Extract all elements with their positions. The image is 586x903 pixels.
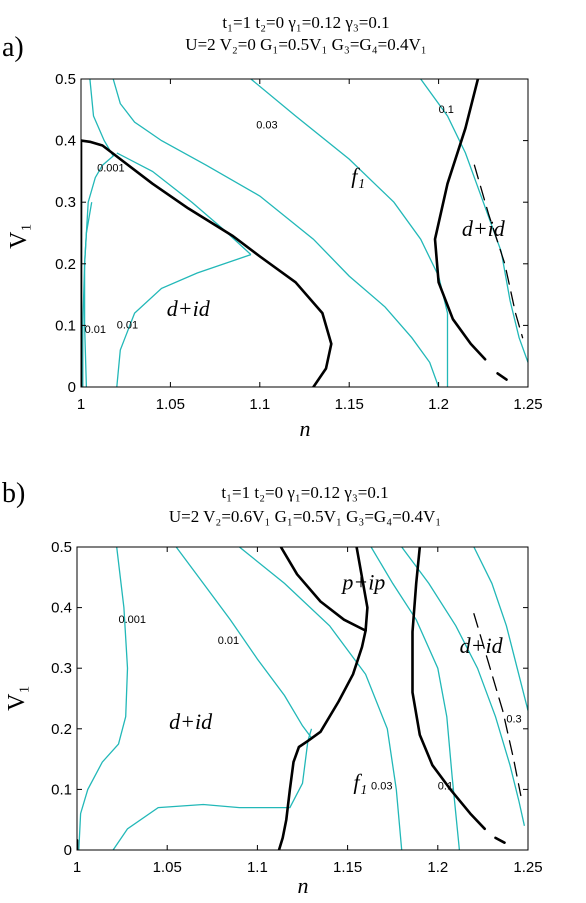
- contour-label: 0.01: [218, 635, 239, 647]
- contour-label: 0.03: [256, 119, 277, 131]
- x-axis-label: n: [300, 416, 311, 441]
- params-line-1: t₁=1 t₂=0 γ₁=0.12 γ₃=0.1: [222, 13, 389, 32]
- region-label: d+id: [169, 709, 213, 734]
- contour-label: 0.01: [117, 319, 138, 331]
- panel-label: b): [2, 478, 25, 509]
- x-tick-label: 1: [77, 396, 85, 413]
- panel-a: a) t₁=1 t₂=0 γ₁=0.12 γ₃=0.1 U=2 V₂=0 G₁=…: [2, 13, 543, 441]
- phase-boundary: [277, 547, 369, 850]
- region-label: d+id: [462, 216, 506, 241]
- y-tick-label: 0.2: [55, 256, 76, 273]
- y-axis-label: V₁: [6, 223, 32, 249]
- x-tick-label: 1.2: [428, 396, 449, 413]
- x-tick-label: 1.1: [247, 859, 268, 876]
- region-label: d+id: [460, 633, 504, 658]
- phase-boundary: [411, 547, 486, 831]
- plot-area: 0.001 0.01 0.03 0.1 0.3 p+ip d+id f₁ d+id 1 1.05 1.…: [51, 539, 542, 876]
- panel-b: b) t₁=1 t₂=0 γ₁=0.12 γ₃=0.1 U=2 V₂=0.6V₁…: [2, 478, 543, 898]
- phase-boundary: [279, 547, 367, 632]
- phase-boundary: [494, 836, 506, 844]
- contour-line: [116, 152, 252, 256]
- y-tick-label: 0.4: [55, 133, 76, 150]
- x-tick-label: 1.1: [249, 396, 270, 413]
- x-tick-label: 1: [73, 859, 81, 876]
- contour-line: [112, 728, 313, 850]
- contour-line: [116, 253, 252, 387]
- plot-content: [77, 547, 528, 850]
- y-tick-label: 0.1: [51, 781, 72, 798]
- y-tick-label: 0.5: [51, 539, 72, 556]
- plot-frame: [76, 546, 529, 851]
- contour-label: 0.01: [85, 324, 106, 336]
- params-line-2: U=2 V₂=0.6V₁ G₁=0.5V₁ G₃=G₄=0.4V₁: [169, 507, 441, 526]
- plot-frame: [80, 78, 529, 388]
- contour-line: [473, 547, 528, 711]
- contour-line: [83, 79, 115, 387]
- y-tick-label: 0: [64, 842, 72, 859]
- x-tick-label: 1.15: [333, 859, 362, 876]
- region-label: p+ip: [340, 569, 385, 594]
- y-tick-label: 0.5: [55, 71, 76, 88]
- x-axis-label: n: [298, 873, 309, 898]
- phase-boundary: [81, 139, 333, 387]
- y-tick-label: 0.2: [51, 721, 72, 738]
- panel-label: a): [2, 32, 24, 63]
- region-label: f₁: [353, 769, 367, 794]
- contour-line: [370, 547, 461, 850]
- contour-label: 0.03: [371, 780, 392, 792]
- plot-content: [81, 79, 528, 387]
- contour-line: [175, 547, 313, 739]
- contour-label: 0.3: [506, 714, 521, 726]
- x-tick-label: 1.15: [335, 396, 364, 413]
- x-tick-label: 1.05: [153, 859, 182, 876]
- contour-label: 0.1: [438, 780, 453, 792]
- contour-line: [250, 79, 449, 387]
- y-tick-label: 0: [68, 379, 76, 396]
- params-line-1: t₁=1 t₂=0 γ₁=0.12 γ₃=0.1: [221, 483, 388, 502]
- contour-line: [238, 547, 403, 850]
- phase-boundary-dashed: [473, 164, 524, 339]
- x-tick-label: 1.25: [513, 859, 542, 876]
- phase-boundary: [433, 79, 487, 361]
- contour-line: [420, 79, 528, 363]
- phase-boundary: [496, 372, 508, 381]
- x-tick-label: 1.2: [427, 859, 448, 876]
- params-line-2: U=2 V₂=0 G₁=0.5V₁ G₃=G₄=0.4V₁: [185, 35, 426, 54]
- contour-label: 0.001: [97, 162, 125, 174]
- contour-label: 0.001: [118, 614, 146, 626]
- y-tick-label: 0.4: [51, 600, 72, 617]
- y-tick-label: 0.1: [55, 317, 76, 334]
- contour-line: [82, 202, 93, 387]
- region-label: f₁: [351, 164, 365, 189]
- y-tick-label: 0.3: [51, 660, 72, 677]
- plot-area: 0.001 0.01 0.01 0.03 0.1 f₁ d+id d+id 1 1.05 1.1 1.…: [55, 71, 542, 413]
- contour-line: [112, 79, 440, 387]
- x-tick-label: 1.05: [156, 396, 185, 413]
- contour-line: [401, 547, 526, 826]
- y-tick-label: 0.3: [55, 194, 76, 211]
- contour-line: [78, 547, 129, 850]
- phase-boundary-dashed: [473, 613, 522, 797]
- y-axis-label: V₁: [4, 685, 30, 711]
- x-tick-label: 1.25: [513, 396, 542, 413]
- region-label: d+id: [167, 296, 211, 321]
- contour-label: 0.1: [439, 104, 454, 116]
